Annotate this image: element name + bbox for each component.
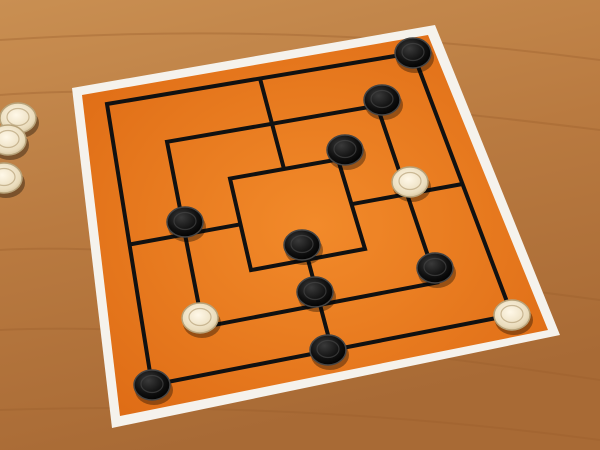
white-piece-rim — [6, 107, 30, 127]
black-piece — [363, 84, 401, 116]
white-piece-rim — [500, 304, 524, 324]
white-piece-rim — [188, 307, 212, 327]
black-piece-rim — [401, 42, 425, 62]
black-piece-rim — [423, 257, 447, 277]
black-piece-rim — [370, 89, 394, 109]
pieces — [0, 37, 533, 405]
black-piece — [283, 229, 321, 261]
black-piece-rim — [303, 281, 327, 301]
white-piece — [181, 302, 219, 334]
black-piece — [133, 369, 171, 401]
black-piece-rim — [173, 211, 197, 231]
black-piece-rim — [333, 139, 357, 159]
black-piece — [394, 37, 432, 69]
black-piece-rim — [316, 339, 340, 359]
black-piece — [309, 334, 347, 366]
white-piece-rim — [0, 129, 20, 149]
black-piece — [296, 276, 334, 308]
square-line — [227, 157, 368, 273]
black-piece — [166, 206, 204, 238]
black-piece-rim — [290, 234, 314, 254]
white-piece — [391, 166, 429, 198]
white-piece-rim — [0, 167, 16, 187]
black-piece — [416, 252, 454, 284]
white-piece-rim — [398, 171, 422, 191]
white-piece — [493, 299, 531, 331]
cross-line — [258, 77, 286, 170]
black-piece-rim — [140, 374, 164, 394]
black-piece — [326, 134, 364, 166]
